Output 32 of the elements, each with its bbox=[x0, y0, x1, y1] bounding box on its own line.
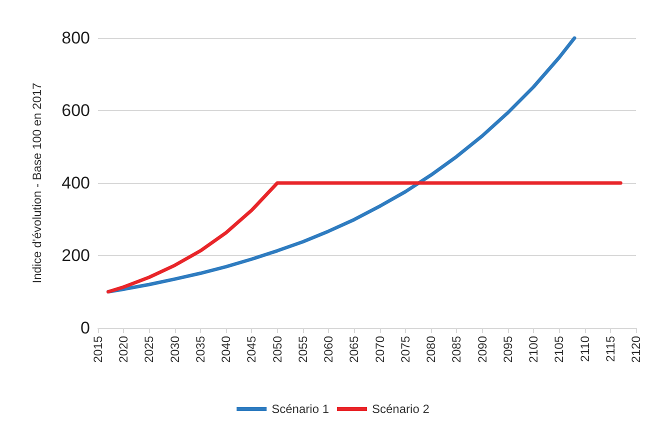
x-tick-label: 2015 bbox=[91, 336, 105, 363]
y-tick-label: 800 bbox=[62, 28, 90, 48]
legend-label: Scénario 1 bbox=[272, 402, 330, 416]
x-tick-label: 2065 bbox=[347, 336, 362, 363]
x-tick-label: 2040 bbox=[219, 336, 234, 363]
x-tick-label: 2095 bbox=[500, 336, 515, 363]
y-tick-label: 400 bbox=[62, 174, 90, 192]
x-tick-label: 2045 bbox=[244, 336, 259, 363]
x-tick-label: 2090 bbox=[475, 336, 490, 363]
x-tick-label: 2120 bbox=[629, 336, 643, 363]
legend-label: Scénario 2 bbox=[372, 402, 430, 416]
x-tick-label: 2080 bbox=[424, 336, 438, 363]
x-tick-label: 2110 bbox=[578, 336, 592, 362]
x-tick-label: 2020 bbox=[116, 336, 131, 363]
x-tick-label: 2070 bbox=[372, 336, 387, 363]
x-tick-label: 2025 bbox=[142, 336, 156, 363]
x-tick-label: 2055 bbox=[296, 336, 310, 363]
x-tick-label: 2035 bbox=[193, 336, 208, 363]
x-tick-label: 2115 bbox=[603, 336, 618, 362]
y-tick-label: 600 bbox=[62, 101, 90, 120]
x-tick-label: 2030 bbox=[168, 336, 182, 363]
x-tick-label: 2075 bbox=[398, 336, 412, 363]
x-tick-label: 2100 bbox=[526, 336, 541, 363]
y-tick-label: 0 bbox=[80, 318, 90, 338]
x-tick-label: 2050 bbox=[270, 336, 284, 363]
line-series bbox=[106, 181, 622, 294]
y-axis-title: Indice d'évolution - Base 100 en 2017 bbox=[30, 82, 44, 284]
line-series bbox=[106, 36, 576, 294]
y-tick-label: 200 bbox=[62, 246, 90, 265]
x-tick-label: 2060 bbox=[322, 336, 336, 363]
x-tick-label: 2085 bbox=[450, 336, 464, 363]
x-tick-label: 2105 bbox=[552, 336, 566, 363]
